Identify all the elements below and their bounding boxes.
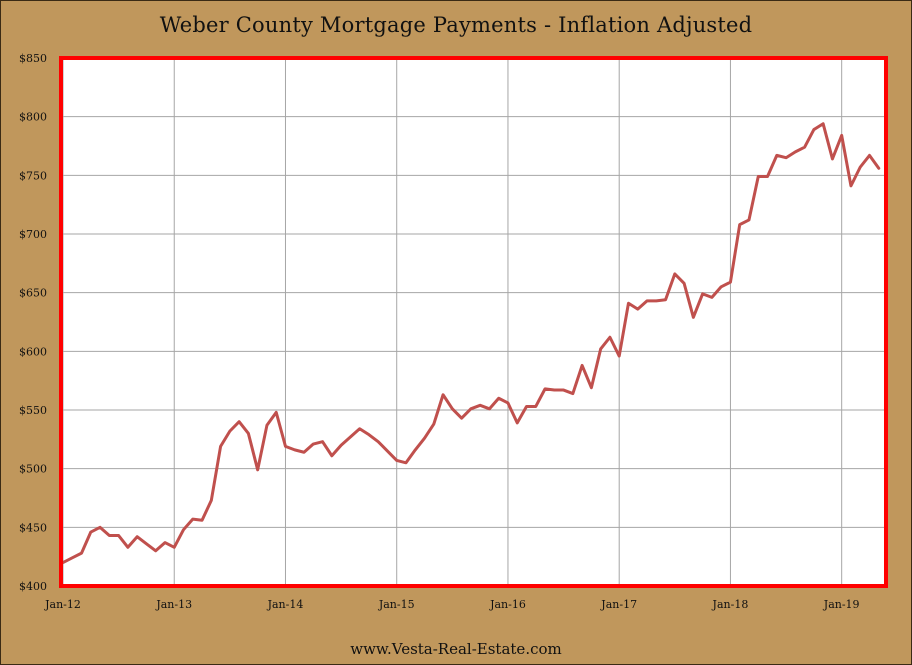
- x-tick-label: Jan-14: [267, 598, 304, 611]
- plot-area: [61, 58, 886, 586]
- x-tick-label: Jan-19: [823, 598, 860, 611]
- chart-title: Weber County Mortgage Payments - Inflati…: [159, 13, 753, 37]
- y-tick-label: $700: [19, 228, 47, 241]
- x-tick-label: Jan-17: [600, 598, 637, 611]
- x-tick-label: Jan-15: [378, 598, 415, 611]
- y-tick-label: $850: [19, 52, 47, 65]
- x-tick-label: Jan-18: [712, 598, 749, 611]
- x-tick-label: Jan-12: [44, 598, 81, 611]
- x-tick-label: Jan-16: [489, 598, 526, 611]
- y-tick-label: $450: [19, 521, 47, 534]
- y-tick-label: $650: [19, 287, 47, 300]
- y-tick-label: $800: [19, 111, 47, 124]
- data-series-line: [61, 122, 881, 565]
- plot-border: [59, 56, 888, 588]
- y-tick-label: $400: [19, 580, 47, 593]
- website-footer: www.Vesta-Real-Estate.com: [350, 640, 562, 658]
- y-tick-label: $750: [19, 169, 47, 182]
- x-tick-label: Jan-13: [155, 598, 192, 611]
- y-tick-label: $550: [19, 404, 47, 417]
- y-tick-label: $600: [19, 345, 47, 358]
- y-tick-label: $500: [19, 463, 47, 476]
